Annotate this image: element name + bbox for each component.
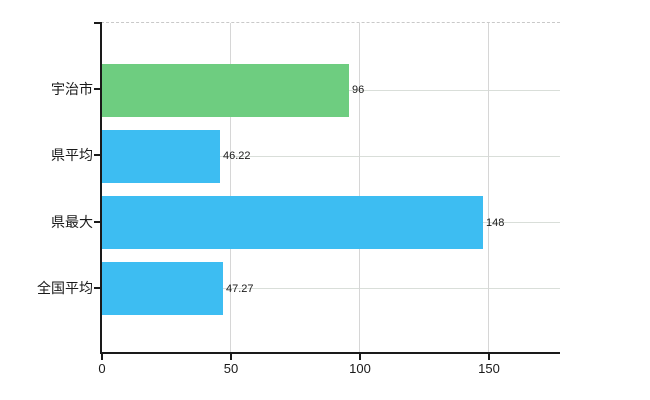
gridline-vertical [488,23,489,352]
bar-県平均 [101,130,220,183]
value-label: 47.27 [226,283,254,295]
x-tick-label-100: 100 [349,361,371,376]
y-axis-tick [94,287,100,289]
bar-県最大 [101,196,483,249]
category-label-全国平均: 全国平均 [37,280,93,296]
value-label: 46.22 [223,150,251,162]
gridline-horizontal [101,155,560,157]
x-axis-tick [359,354,361,360]
x-tick-label-50: 50 [223,361,239,376]
category-label-宇治市: 宇治市 [51,81,93,97]
gridline-vertical [359,23,360,352]
y-axis-tick [94,221,100,223]
value-label: 96 [352,84,365,96]
x-tick-label-0: 0 [98,361,106,376]
y-axis-tick [94,154,100,156]
x-axis [100,352,560,354]
y-axis-tick [94,88,100,90]
x-axis-tick [101,354,103,360]
gridline-horizontal [101,288,560,290]
x-tick-label-150: 150 [478,361,500,376]
value-label: 148 [486,217,505,229]
category-label-県平均: 県平均 [51,147,93,163]
x-axis-tick [230,354,232,360]
bar-全国平均 [101,262,223,315]
plot-area: 96 46.22 148 47.27 [101,22,560,352]
gridline-vertical [230,23,231,352]
x-axis-tick [488,354,490,360]
y-axis-top-tick [94,22,100,24]
category-label-県最大: 県最大 [51,214,93,230]
y-axis [100,22,102,353]
bar-宇治市 [101,64,349,117]
